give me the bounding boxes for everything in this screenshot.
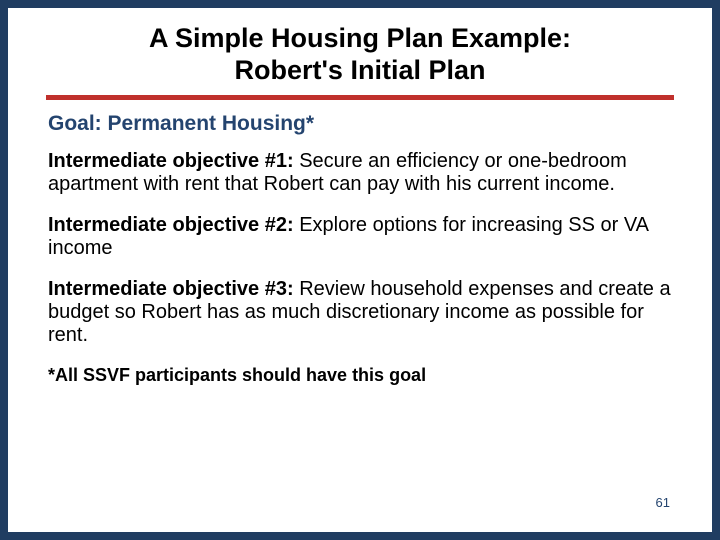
slide: A Simple Housing Plan Example: Robert's …: [0, 0, 720, 540]
content-box: A Simple Housing Plan Example: Robert's …: [8, 8, 712, 532]
footnote: *All SSVF participants should have this …: [48, 365, 672, 386]
objective-3: Intermediate objective #3: Review househ…: [48, 278, 672, 347]
objective-1: Intermediate objective #1: Secure an eff…: [48, 150, 672, 196]
goal-text: Goal: Permanent Housing*: [48, 112, 672, 136]
title-area: A Simple Housing Plan Example: Robert's …: [8, 8, 712, 95]
title-line-2: Robert's Initial Plan: [48, 54, 672, 86]
objective-2-label: Intermediate objective #2:: [48, 214, 294, 236]
objective-2: Intermediate objective #2: Explore optio…: [48, 214, 672, 260]
page-number: 61: [656, 495, 670, 510]
objective-3-label: Intermediate objective #3:: [48, 278, 294, 300]
content: Goal: Permanent Housing* Intermediate ob…: [8, 100, 712, 386]
objective-1-label: Intermediate objective #1:: [48, 150, 294, 172]
title-line-1: A Simple Housing Plan Example:: [48, 22, 672, 54]
